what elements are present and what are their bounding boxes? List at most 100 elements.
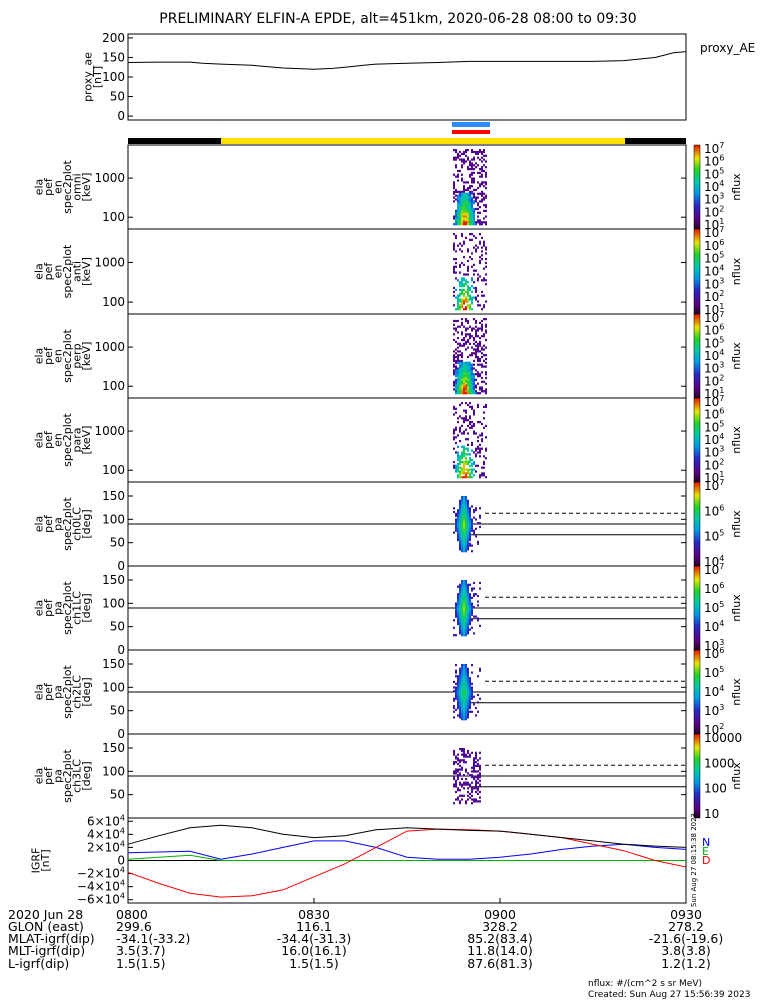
spectrogram-cell <box>463 263 465 266</box>
spectrogram-cell <box>459 505 461 508</box>
spectrogram-cell <box>457 535 459 538</box>
spectrogram-cell <box>467 470 469 473</box>
spectrogram-cell <box>475 764 477 767</box>
panel-frame <box>127 313 687 399</box>
spectrogram-cell <box>457 331 459 334</box>
spectrogram-cell <box>461 609 463 613</box>
spectrogram-cell <box>471 688 473 691</box>
spectrogram-cell <box>469 386 471 389</box>
spectrogram-cell <box>475 356 477 359</box>
spectrogram-cell <box>453 380 455 383</box>
spectrogram-cell <box>455 772 457 775</box>
spectrogram-cell <box>475 615 477 618</box>
spectrogram-cell <box>457 692 459 695</box>
spectrogram-cell <box>463 206 465 209</box>
spectrogram-cell <box>461 363 463 366</box>
status-bar-yellow <box>128 138 686 144</box>
spectrogram-cell <box>465 624 467 627</box>
spectrogram-cell <box>453 200 455 203</box>
spectrogram-cell <box>471 407 473 410</box>
spectrogram-cell <box>481 348 483 351</box>
spectrogram-cell <box>467 548 469 551</box>
spectrogram-cell <box>461 388 463 391</box>
x-axis-value-time: 0930 <box>670 907 702 922</box>
spectrogram-cell <box>465 298 467 301</box>
spectrogram-cell <box>459 593 461 596</box>
spectrogram-cell <box>459 204 461 207</box>
spectrogram-cell <box>475 350 477 353</box>
y-tick-label: 150 <box>102 50 125 64</box>
spectrogram-cell <box>461 606 463 609</box>
spectrogram-cell <box>473 202 475 205</box>
spectrogram-cell <box>457 585 459 588</box>
spectrogram-cell <box>463 375 465 378</box>
spectrogram-cell <box>459 474 461 477</box>
spectrogram-cell <box>471 390 473 393</box>
spectrogram-cell <box>459 476 461 479</box>
spectrogram-cell <box>457 219 459 222</box>
spectrogram-cell <box>463 503 465 506</box>
spectrogram-cell <box>459 535 461 538</box>
spectrogram-cell <box>459 678 461 682</box>
spectrogram-cell <box>457 371 459 374</box>
colorbar-strip <box>693 565 701 651</box>
spectrogram-cell <box>467 371 469 374</box>
spectrogram-cell <box>461 207 463 211</box>
spectrogram-cell <box>463 497 465 501</box>
spectrogram-cell <box>465 402 467 405</box>
spectrogram-cell <box>459 196 461 199</box>
status-bar-black-left <box>128 138 221 144</box>
spectrogram-cell <box>457 294 459 297</box>
spectrogram-cell <box>463 325 465 328</box>
spectrogram-cell <box>485 382 487 385</box>
spectrogram-cell <box>467 501 469 504</box>
spectrogram-cell <box>485 449 487 452</box>
spectrogram-cell <box>485 215 487 218</box>
spectrogram-cell <box>455 708 457 711</box>
spectrogram-cell <box>457 514 459 517</box>
spectrogram-cell <box>469 688 471 691</box>
spectrogram-cell <box>475 340 477 343</box>
spectrogram-cell <box>463 378 465 381</box>
spectrogram-cell <box>457 464 459 467</box>
spectrogram-cell <box>467 375 469 378</box>
spectrogram-cell <box>467 510 469 514</box>
spectrogram-cell <box>453 507 455 510</box>
spectrogram-cell <box>479 149 481 152</box>
spectrogram-cell <box>459 294 461 297</box>
spectrogram-cell <box>467 509 469 512</box>
spectrogram-cell <box>465 699 467 702</box>
spectrogram-cell <box>483 169 485 173</box>
spectrogram-cell <box>453 705 455 708</box>
spectrogram-cell <box>467 265 469 268</box>
spectrogram-cell <box>455 634 457 637</box>
spectrogram-cell <box>463 512 465 515</box>
spectrogram-cell <box>467 319 469 323</box>
spectrogram-cell <box>461 503 463 506</box>
spectrogram-cell <box>457 378 459 381</box>
spectrogram-cell <box>465 154 467 157</box>
spectrogram-cell <box>473 703 475 706</box>
spectrogram-cell <box>483 472 485 475</box>
spectrogram-cell <box>455 768 457 771</box>
spectrogram-cell <box>467 460 469 464</box>
spectrogram-cell <box>465 703 467 706</box>
spectrogram-cell <box>459 540 461 543</box>
spectrogram-cell <box>463 524 465 527</box>
spectrogram-cell <box>459 367 461 370</box>
spectrogram-cell <box>485 424 487 427</box>
spectrogram-cell <box>467 692 469 695</box>
spectrogram-cell <box>471 697 473 700</box>
spectrogram-cell <box>469 602 471 605</box>
colorbar-tick-label: 106 <box>704 646 724 661</box>
spectrogram-cell <box>461 718 463 721</box>
spectrogram-cell <box>479 757 481 760</box>
spectrogram-cell <box>461 604 463 607</box>
spectrogram-cell <box>477 777 479 781</box>
spectrogram-cell <box>471 470 473 473</box>
spectrogram-cell <box>459 626 461 629</box>
spectrogram-cell <box>463 466 465 469</box>
spectrogram-cell <box>475 244 477 247</box>
spectrogram-cell <box>465 596 467 599</box>
spectrogram-cell <box>457 693 459 697</box>
